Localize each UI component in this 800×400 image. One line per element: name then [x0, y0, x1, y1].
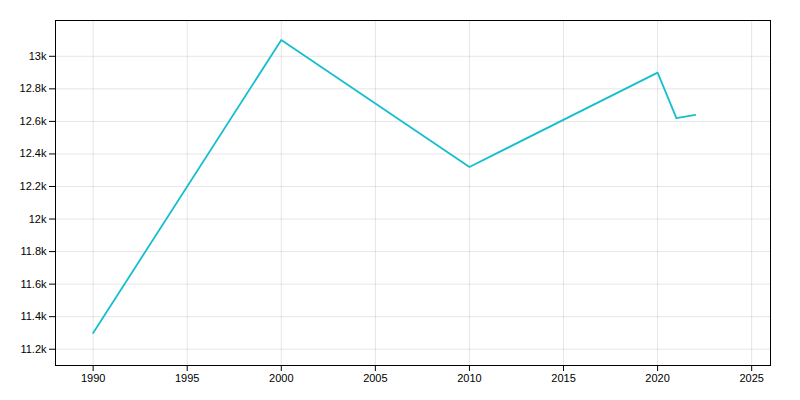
svg-text:1995: 1995 [175, 372, 199, 384]
svg-text:2000: 2000 [269, 372, 293, 384]
svg-text:11.4k: 11.4k [20, 310, 47, 322]
svg-text:12.4k: 12.4k [20, 147, 47, 159]
svg-text:1990: 1990 [81, 372, 105, 384]
svg-text:12k: 12k [29, 213, 47, 225]
svg-text:2015: 2015 [551, 372, 575, 384]
svg-text:2010: 2010 [457, 372, 481, 384]
svg-text:13k: 13k [29, 50, 47, 62]
svg-text:2020: 2020 [645, 372, 669, 384]
svg-text:11.8k: 11.8k [20, 245, 47, 257]
svg-text:12.2k: 12.2k [20, 180, 47, 192]
svg-text:2005: 2005 [363, 372, 387, 384]
svg-text:2025: 2025 [739, 372, 763, 384]
svg-text:12.8k: 12.8k [20, 82, 47, 94]
svg-text:11.6k: 11.6k [20, 278, 47, 290]
svg-text:11.2k: 11.2k [20, 343, 47, 355]
svg-text:12.6k: 12.6k [20, 115, 47, 127]
